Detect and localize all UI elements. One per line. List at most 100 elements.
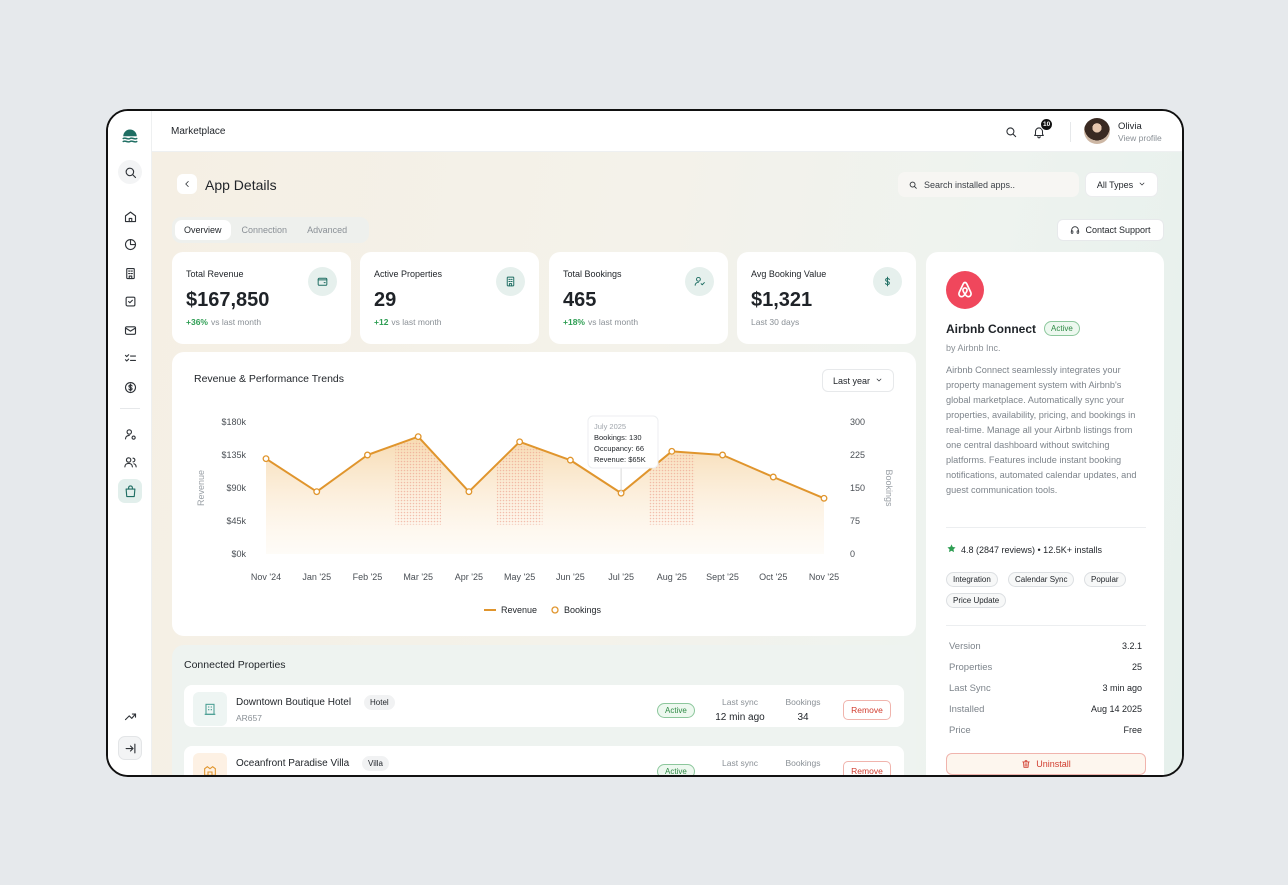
sidebar: [108, 111, 152, 775]
data-point: [769, 473, 777, 481]
revenue-chart: $0k $45k $90k $135k $180k 0 75 150 225 300 Revenue…: [196, 415, 894, 615]
app-name: Airbnb Connect: [946, 322, 1036, 336]
view-profile-link[interactable]: View profile: [1118, 133, 1162, 143]
building-icon[interactable]: [118, 261, 142, 285]
kpi-sub: +18% vs last month: [563, 317, 638, 327]
checkbox-icon[interactable]: [118, 289, 142, 313]
kpi-sub-text: vs last month: [391, 317, 442, 327]
mail-icon[interactable]: [118, 318, 142, 342]
user-settings-icon[interactable]: [118, 422, 142, 446]
tooltip-line: Occupancy: 66: [594, 444, 644, 453]
notification-badge: 10: [1040, 118, 1054, 131]
right-tick-label: 75: [850, 516, 860, 526]
chart-card: Revenue & Performance Trends Last year $…: [172, 352, 916, 636]
tooltip-box: [587, 415, 659, 469]
back-button[interactable]: [177, 174, 197, 194]
tab-overview[interactable]: Overview: [175, 220, 231, 240]
building-icon: [193, 692, 227, 726]
meta-value-properties: 25: [1131, 662, 1142, 672]
x-tick-label: Nov '24: [251, 572, 281, 582]
breadcrumb[interactable]: Marketplace: [171, 126, 226, 137]
search-icon[interactable]: [118, 160, 142, 184]
rating-text: 4.8 (2847 reviews) • 12.5K+ installs: [961, 544, 1102, 555]
app-window: Marketplace 10 Olivia View profile App D…: [106, 109, 1184, 777]
x-tick-label: Feb '25: [353, 572, 383, 582]
tag[interactable]: Popular: [1084, 572, 1126, 587]
trending-up-icon[interactable]: [118, 704, 142, 728]
data-point: [364, 451, 371, 459]
right-tick-label: 225: [850, 450, 865, 460]
meta-value-price: Free: [1123, 725, 1142, 735]
x-tick-label: Jun '25: [556, 572, 585, 582]
user-name[interactable]: Olivia: [1118, 121, 1142, 132]
app-publisher: by Airbnb Inc.: [946, 343, 1001, 353]
contact-support-button[interactable]: Contact Support: [1057, 219, 1164, 241]
remove-button[interactable]: Remove: [843, 700, 891, 720]
meta-value-version: 3.2.1: [1121, 641, 1142, 651]
kpi-value: 29: [374, 289, 397, 311]
chevron-left-icon: [185, 181, 189, 187]
marketplace-bag-icon[interactable]: [118, 479, 142, 503]
x-tick-label: Aug '25: [657, 572, 687, 582]
data-point: [414, 433, 422, 441]
home-icon[interactable]: [118, 204, 142, 228]
data-point: [668, 447, 676, 455]
remove-button[interactable]: Remove: [843, 761, 891, 775]
avatar[interactable]: [1084, 118, 1110, 144]
bookings-label: Bookings: [785, 697, 821, 707]
meta-value-installed: Aug 14 2025: [1090, 704, 1142, 714]
last-sync-label: Last sync: [722, 697, 758, 707]
property-row[interactable]: Oceanfront Paradise Villa Villa Active L…: [184, 746, 904, 775]
tooltip-title: July 2025: [594, 422, 626, 431]
tooltip-line: Bookings: 130: [594, 433, 642, 442]
data-point: [566, 456, 574, 464]
kpi-sub-text: vs last month: [210, 317, 262, 327]
left-tick-label: $180k: [221, 417, 246, 427]
tag[interactable]: Integration: [946, 572, 998, 587]
legend-bookings-swatch: [551, 606, 559, 614]
checklist-icon[interactable]: [118, 346, 142, 370]
divider: [946, 625, 1146, 626]
search-box[interactable]: [898, 172, 1079, 197]
property-row[interactable]: Downtown Boutique Hotel Hotel AR657 Acti…: [184, 685, 904, 727]
x-tick-label: Apr '25: [455, 572, 483, 582]
kpi-label: Active Properties: [374, 269, 443, 279]
x-tick-label: May '25: [504, 572, 535, 582]
dollar-icon: [873, 267, 902, 296]
kpi-label: Avg Booking Value: [751, 269, 827, 279]
right-tick-label: 0: [850, 549, 855, 559]
trash-icon: [1022, 760, 1030, 768]
type-filter-dropdown[interactable]: All Types: [1085, 172, 1158, 197]
search-icon: [909, 181, 917, 189]
period-dropdown[interactable]: Last year: [822, 369, 894, 392]
tab-connection[interactable]: Connection: [241, 225, 288, 235]
villa-icon: [193, 753, 227, 775]
airbnb-logo-icon: [946, 271, 984, 309]
building-icon: [496, 267, 525, 296]
uninstall-button[interactable]: Uninstall: [946, 753, 1146, 775]
tab-advanced[interactable]: Advanced: [307, 225, 348, 235]
kpi-card-total-revenue: Total Revenue $167,850 +36% vs last month: [172, 252, 351, 344]
topbar-divider: [1070, 122, 1071, 142]
kpi-sub: +36% vs last month: [186, 317, 261, 327]
logo-icon[interactable]: [118, 125, 142, 149]
search-input[interactable]: [924, 179, 1064, 190]
tag[interactable]: Calendar Sync: [1008, 572, 1075, 587]
highlight-patch: [395, 440, 442, 525]
tooltip-line: Revenue: $65K: [594, 455, 646, 464]
users-icon[interactable]: [118, 450, 142, 474]
left-tick-label: $90k: [226, 483, 246, 493]
kpi-card-active-properties: Active Properties 29 +12 vs last month: [360, 252, 539, 344]
pie-chart-icon[interactable]: [118, 232, 142, 256]
tag[interactable]: Price Update: [946, 593, 1007, 608]
left-axis-label: Revenue: [196, 470, 206, 506]
last-sync-label: Last sync: [722, 758, 758, 768]
collapse-sidebar-icon[interactable]: [118, 736, 142, 760]
dollar-circle-icon[interactable]: [118, 375, 142, 399]
property-name: Downtown Boutique Hotel: [236, 697, 352, 708]
section-title: Connected Properties: [184, 659, 286, 671]
revenue-area: [266, 436, 824, 554]
right-axis-label: Bookings: [884, 469, 894, 507]
search-icon[interactable]: [1004, 125, 1020, 141]
x-tick-label: Jul '25: [608, 572, 634, 582]
